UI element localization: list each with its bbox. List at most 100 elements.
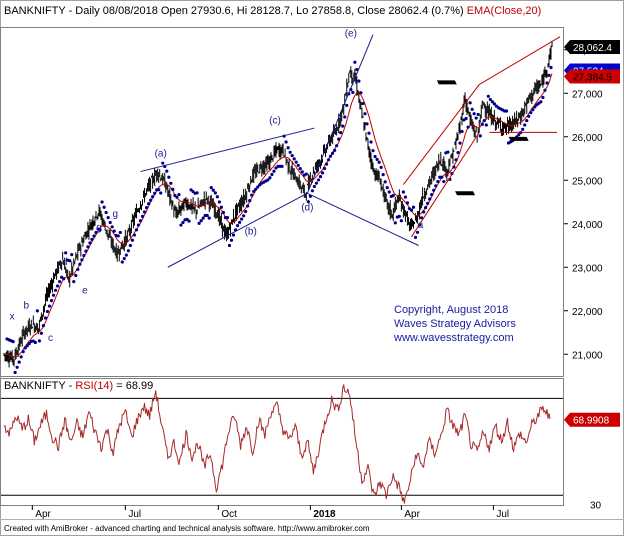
last-close-badge-text: 28,062.4 [573,43,612,54]
stop-dot [41,324,46,328]
stop-dot [209,186,213,190]
stop-dot [130,238,135,242]
stop-dot [35,309,39,313]
stop-dot [17,360,21,364]
rsi-panel-frame [0,378,564,506]
stop-dot [399,219,403,223]
stop-dot [314,181,319,185]
stop-dot [525,119,529,123]
stop-dot [361,101,365,106]
wave-label: d [62,257,68,268]
stop-dot [488,97,492,102]
wave-label: e [82,285,88,296]
stop-dot [454,158,458,162]
stop-dot [92,234,96,238]
stop-dot [146,202,151,206]
stop-dot [195,191,199,195]
stop-dot [86,245,90,249]
stop-dot [39,331,44,335]
stop-dot [90,237,94,242]
stop-dot [231,233,236,237]
stop-dot [25,344,29,348]
trend-line [167,192,308,268]
stop-dot [316,178,321,182]
stop-dot [331,151,335,155]
stop-dot [310,189,314,193]
watermark-line1: Copyright, August 2018 [394,304,508,316]
stop-dot [215,195,219,199]
trend-line [411,132,480,238]
wave-label: c [48,333,53,344]
x-tick-label: Apr [404,509,420,520]
stop-dot [300,170,304,174]
stop-dot [108,220,112,225]
stop-dot [112,229,116,233]
stop-dot [292,157,296,161]
stop-dot [377,160,381,164]
stop-dot [545,81,549,85]
watermark-line3: www.wavesstrategy.com [393,332,514,344]
stop-dot [11,340,15,344]
stop-dot [365,122,369,126]
stop-dot [280,164,284,168]
stop-dot [181,220,185,225]
stop-dot [169,181,173,185]
last-close-badge-bg [564,40,620,55]
stop-dot [122,256,126,261]
stop-dot [531,108,535,112]
stop-dot [547,73,551,77]
stop-dot [51,293,56,297]
stop-dot [345,103,349,108]
rsi-layer [1,384,563,504]
wave-label: (a) [155,148,167,159]
stop-dot [446,150,450,154]
stop-dot [304,172,308,176]
stop-dot [401,190,405,194]
stop-dot [268,176,272,180]
stop-dot [13,370,17,375]
stop-dot [413,235,418,239]
stop-dot [355,67,359,72]
stop-dot [149,198,153,202]
stop-dot [367,131,371,135]
stop-dot [175,195,179,199]
stop-dot [266,178,270,182]
stop-dot [98,228,102,232]
stop-dot [440,175,444,179]
stop-dot [428,197,432,201]
wave-label: b [23,301,29,312]
stop-dot [363,112,367,116]
stop-dot [371,149,375,153]
wave-label: (b) [245,227,257,238]
stop-dot [142,210,147,214]
rsi-header-label: RSI(14) [75,380,113,392]
stop-dot [68,259,72,263]
stop-dot [458,141,462,145]
stop-dot [161,161,165,165]
stop-dot [490,100,494,104]
stop-dot [104,210,108,215]
stop-dot [102,205,106,209]
stop-dot [480,122,484,126]
stop-dot [84,249,88,253]
stop-dot [335,144,339,148]
stop-dot [128,243,132,248]
stop-dot [322,166,327,171]
y-tick-label: 24,000 [572,220,603,231]
stop-dot [21,350,25,354]
stop-dot [288,150,292,154]
stop-dot [328,154,333,158]
y-tick-label: 26,000 [572,133,603,144]
stop-dot [517,133,521,137]
rsi-header-symbol: BANKNIFTY [4,380,66,392]
stop-dot [205,213,209,218]
stop-dot [405,201,410,205]
stop-dot [379,165,383,169]
stop-dot [296,163,300,167]
stop-dot [484,123,488,127]
stop-dot [474,116,478,120]
stop-dot [529,111,533,115]
stop-dot [424,206,428,210]
